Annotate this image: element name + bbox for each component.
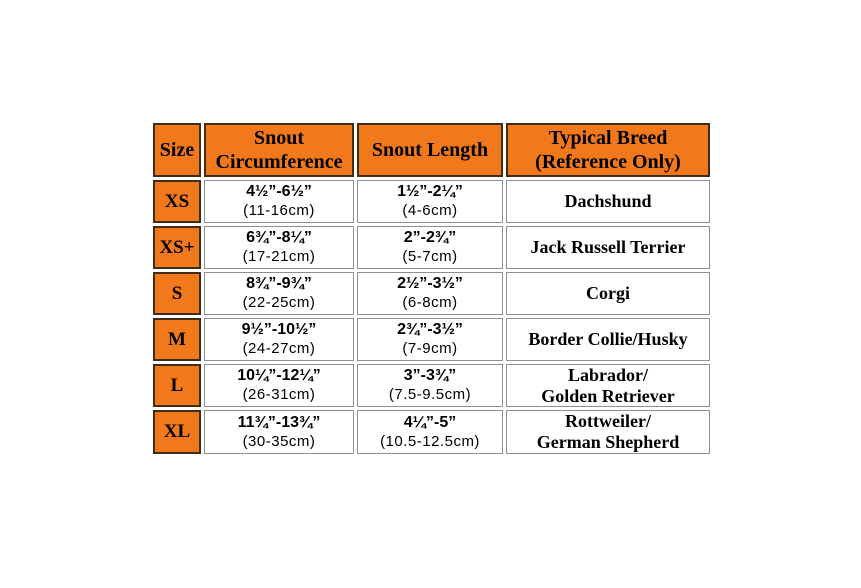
- breed-name: Border Collie/Husky: [528, 329, 688, 350]
- header-snout-circumference: Snout Circumference: [204, 123, 354, 177]
- breed-name: Labrador/: [567, 365, 648, 385]
- table-row-l: L 10¼”-12¼” (26-31cm) 3”-3¾” (7.5-9.5cm)…: [153, 364, 710, 408]
- length-cm: (5-7cm): [402, 248, 458, 266]
- table-row-s: S 8¾”-9¾” (22-25cm) 2½”-3½” (6-8cm) Corg…: [153, 272, 710, 315]
- header-typical-breed-line2: (Reference Only): [535, 151, 681, 173]
- snout-length-cell: 2¾”-3½” (7-9cm): [357, 318, 503, 361]
- table-row-xl: XL 11¾”-13¾” (30-35cm) 4¼”-5” (10.5-12.5…: [153, 410, 710, 454]
- size-label: L: [153, 364, 201, 408]
- breed-name: Rottweiler/: [565, 411, 651, 432]
- circumference-cm: (26-31cm): [242, 386, 316, 404]
- size-chart-table: Size Snout Circumference Snout Length Ty…: [150, 120, 713, 457]
- snout-circumference-cell: 8¾”-9¾” (22-25cm): [204, 272, 354, 315]
- circumference-cm: (11-16cm): [243, 202, 315, 220]
- length-inches: 3”-3¾”: [403, 367, 457, 385]
- snout-circumference-cell: 11¾”-13¾” (30-35cm): [204, 410, 354, 454]
- circumference-inches: 10¼”-12¼”: [237, 367, 321, 385]
- breed-cell: Border Collie/Husky: [506, 318, 710, 361]
- breed-cell: Jack Russell Terrier: [506, 226, 710, 269]
- length-inches: 2¾”-3½”: [397, 321, 463, 339]
- length-inches: 2½”-3½”: [397, 275, 463, 293]
- length-cm: (7-9cm): [402, 340, 458, 358]
- breed-cell: Labrador/ Golden Retriever: [506, 364, 710, 408]
- table-row-m: M 9½”-10½” (24-27cm) 2¾”-3½” (7-9cm) Bor…: [153, 318, 710, 361]
- circumference-inches: 8¾”-9¾”: [246, 275, 312, 293]
- circumference-inches: 9½”-10½”: [241, 321, 317, 339]
- length-cm: (4-6cm): [402, 202, 458, 220]
- length-inches: 1½”-2¼”: [397, 183, 463, 201]
- length-cm: (10.5-12.5cm): [380, 432, 480, 450]
- table-row-xs: XS 4½”-6½” (11-16cm) 1½”-2¼” (4-6cm) Dac…: [153, 180, 710, 223]
- snout-circumference-cell: 4½”-6½” (11-16cm): [204, 180, 354, 223]
- circumference-cm: (17-21cm): [242, 248, 316, 266]
- snout-length-cell: 4¼”-5” (10.5-12.5cm): [357, 410, 503, 454]
- circumference-cm: (30-35cm): [242, 432, 316, 450]
- breed-name: Corgi: [586, 283, 630, 304]
- breed-cell: Rottweiler/ German Shepherd: [506, 410, 710, 454]
- breed-cell: Corgi: [506, 272, 710, 315]
- snout-circumference-cell: 10¼”-12¼” (26-31cm): [204, 364, 354, 408]
- snout-length-cell: 2”-2¾” (5-7cm): [357, 226, 503, 269]
- length-cm: (6-8cm): [402, 294, 458, 312]
- breed-name: Dachshund: [564, 191, 652, 212]
- breed-cell: Dachshund: [506, 180, 710, 223]
- breed-name-line2: Golden Retriever: [541, 385, 675, 406]
- circumference-cm: (22-25cm): [242, 294, 316, 312]
- snout-length-cell: 1½”-2¼” (4-6cm): [357, 180, 503, 223]
- circumference-inches: 4½”-6½”: [246, 183, 312, 201]
- size-label: XL: [153, 410, 201, 454]
- circumference-inches: 6¾”-8¼”: [246, 229, 312, 247]
- snout-length-cell: 3”-3¾” (7.5-9.5cm): [357, 364, 503, 408]
- header-size: Size: [153, 123, 201, 177]
- length-inches: 2”-2¾”: [403, 229, 457, 247]
- snout-circumference-cell: 6¾”-8¼” (17-21cm): [204, 226, 354, 269]
- header-row: Size Snout Circumference Snout Length Ty…: [153, 123, 710, 177]
- snout-circumference-cell: 9½”-10½” (24-27cm): [204, 318, 354, 361]
- header-typical-breed: Typical Breed (Reference Only): [506, 123, 710, 177]
- size-label: S: [153, 272, 201, 315]
- circumference-inches: 11¾”-13¾”: [237, 413, 321, 431]
- header-snout-length: Snout Length: [357, 123, 503, 177]
- table-row-xs-plus: XS+ 6¾”-8¼” (17-21cm) 2”-2¾” (5-7cm) Jac…: [153, 226, 710, 269]
- length-cm: (7.5-9.5cm): [388, 386, 472, 404]
- size-label: XS+: [153, 226, 201, 269]
- length-inches: 4¼”-5”: [403, 413, 457, 431]
- circumference-cm: (24-27cm): [242, 340, 316, 358]
- snout-length-cell: 2½”-3½” (6-8cm): [357, 272, 503, 315]
- size-label: M: [153, 318, 201, 361]
- size-label: XS: [153, 180, 201, 223]
- breed-name: Jack Russell Terrier: [530, 237, 686, 258]
- header-typical-breed-line1: Typical Breed: [548, 127, 668, 149]
- breed-name-line2: German Shepherd: [536, 432, 680, 453]
